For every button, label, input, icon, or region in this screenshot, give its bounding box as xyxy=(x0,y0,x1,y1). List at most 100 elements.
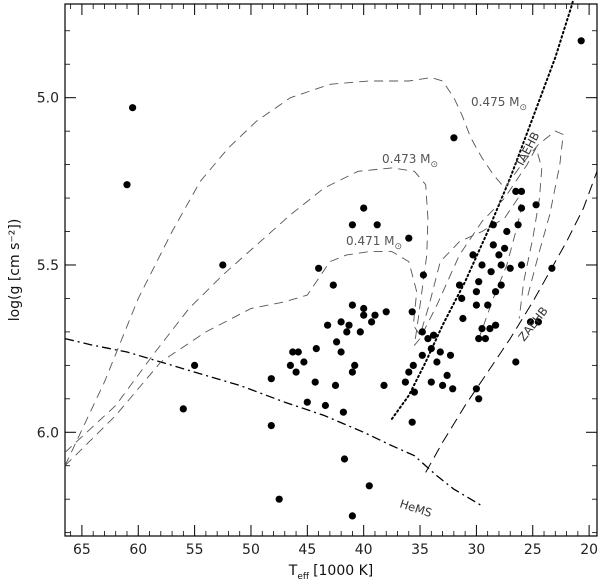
data-point xyxy=(343,328,351,336)
data-point xyxy=(418,351,426,359)
y-tick-label: 5.5 xyxy=(37,258,59,274)
data-point xyxy=(478,325,486,333)
data-point xyxy=(534,318,543,326)
data-point xyxy=(577,37,585,45)
data-point xyxy=(481,335,489,343)
data-point xyxy=(321,401,329,410)
label-0473: 0.473 M⊙ xyxy=(382,152,438,170)
data-point xyxy=(427,345,435,353)
data-point xyxy=(506,264,514,272)
data-point xyxy=(439,381,447,389)
data-point xyxy=(286,361,294,369)
data-point xyxy=(329,281,337,289)
x-tick-label: 35 xyxy=(411,542,429,558)
data-point xyxy=(405,368,413,376)
data-point xyxy=(495,251,503,259)
data-point xyxy=(294,348,302,356)
data-point xyxy=(472,288,480,296)
label-0471-sun: ⊙ xyxy=(395,242,403,252)
data-point xyxy=(340,455,349,463)
label-0473-sun: ⊙ xyxy=(431,160,439,170)
curve-taehb xyxy=(390,0,575,420)
plot-frame xyxy=(64,3,598,537)
label-0475: 0.475 M⊙ xyxy=(471,95,527,113)
data-point xyxy=(371,311,379,319)
x-tick-label: 60 xyxy=(129,542,147,558)
data-points xyxy=(123,37,585,520)
x-axis-title-unit: [1000 K] xyxy=(313,563,373,579)
data-point xyxy=(345,321,353,329)
x-tick-label: 55 xyxy=(186,542,204,558)
data-point xyxy=(408,418,416,426)
label-0471: 0.471 M⊙ xyxy=(346,234,402,252)
label-0473-text: 0.473 M xyxy=(382,152,431,166)
curve-hems xyxy=(64,337,483,507)
data-point xyxy=(179,405,187,413)
data-point xyxy=(548,264,556,272)
data-point xyxy=(449,385,457,393)
data-point xyxy=(311,378,319,386)
data-point xyxy=(356,328,364,336)
data-point xyxy=(348,301,356,309)
data-point xyxy=(292,368,300,376)
data-point xyxy=(427,378,435,386)
data-point xyxy=(443,371,451,379)
data-point xyxy=(333,338,341,346)
data-point xyxy=(458,294,466,302)
label-0471-text: 0.471 M xyxy=(346,234,395,248)
x-axis-title-main: T xyxy=(288,563,298,579)
data-point xyxy=(459,314,467,323)
data-point xyxy=(331,381,340,389)
y-tick-label: 5.0 xyxy=(37,91,59,107)
curve-0-473-m xyxy=(64,147,543,453)
data-point xyxy=(517,204,526,212)
data-point xyxy=(348,368,356,376)
data-point xyxy=(430,331,438,339)
data-point xyxy=(360,311,368,319)
data-point xyxy=(365,482,373,490)
model-curves xyxy=(64,0,598,507)
data-point xyxy=(289,348,297,356)
x-axis-title-sub: eff xyxy=(297,572,310,582)
data-point xyxy=(368,318,376,326)
data-point xyxy=(339,408,347,416)
x-axis-title: Teff [1000 K] xyxy=(288,563,374,582)
data-point xyxy=(348,221,356,229)
data-point xyxy=(475,395,483,403)
data-point xyxy=(373,221,381,229)
data-point xyxy=(486,325,494,333)
x-tick-label: 45 xyxy=(298,542,316,558)
data-point xyxy=(475,278,483,286)
data-point xyxy=(410,388,418,396)
data-point xyxy=(337,318,345,326)
data-point xyxy=(424,335,432,343)
data-point xyxy=(450,134,458,142)
data-point xyxy=(489,221,497,229)
data-point xyxy=(380,381,388,389)
curve-zaehb xyxy=(425,171,598,473)
data-point xyxy=(517,261,526,269)
data-point xyxy=(315,264,323,272)
data-point xyxy=(446,351,455,359)
axis-ticks xyxy=(65,4,597,536)
data-point xyxy=(275,495,283,503)
data-point xyxy=(123,181,131,189)
data-point xyxy=(360,304,368,313)
label-0475-sun: ⊙ xyxy=(520,103,528,113)
curve-0-475-m xyxy=(64,77,564,466)
data-point xyxy=(405,234,413,242)
data-point xyxy=(503,227,511,236)
x-tick-label: 30 xyxy=(467,542,485,558)
label-hems: HeMS xyxy=(398,497,434,520)
x-tick-label: 40 xyxy=(355,542,373,558)
data-point xyxy=(532,201,540,209)
data-point xyxy=(475,335,483,343)
data-point xyxy=(324,321,332,329)
data-point xyxy=(484,301,492,309)
data-point xyxy=(300,358,308,366)
data-point xyxy=(497,261,505,269)
data-point xyxy=(219,261,227,269)
data-point xyxy=(267,422,275,430)
data-point xyxy=(455,281,464,289)
